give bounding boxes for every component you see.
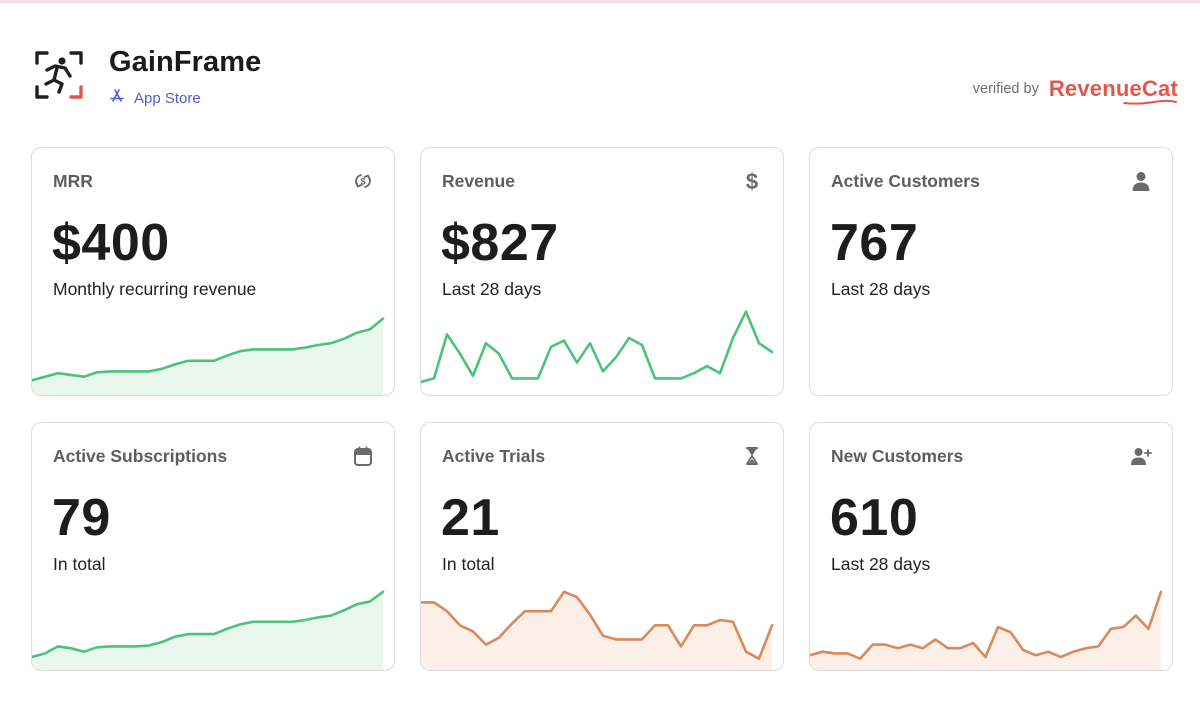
- card-subtitle: Last 28 days: [831, 554, 931, 574]
- app-logo: [35, 51, 83, 99]
- user-plus-icon: [1130, 445, 1152, 467]
- sparkline-revenue: [421, 295, 783, 395]
- dollar-icon: $: [741, 170, 763, 192]
- app-store-link[interactable]: App Store: [109, 88, 201, 108]
- sparkline-area: [32, 591, 383, 670]
- card-subtitle: Monthly recurring revenue: [53, 279, 257, 299]
- sparkline-line: [421, 310, 774, 384]
- card-value: 767: [830, 214, 919, 272]
- sparkline-line: [810, 590, 1163, 660]
- verified-badge[interactable]: verified by RevenueCat: [972, 76, 1178, 105]
- card-title: Active Subscriptions: [53, 446, 228, 466]
- top-border: [0, 0, 1200, 3]
- sparkline-mrr: [32, 295, 394, 395]
- card-subtitle: In total: [442, 554, 495, 574]
- app-name: GainFrame: [109, 46, 262, 78]
- calendar-icon: [352, 445, 374, 467]
- app-store-label: App Store: [134, 89, 201, 107]
- sparkline-active-trials: [421, 570, 783, 670]
- sparkline-line: [32, 317, 385, 382]
- sparkline-active-subscriptions: [32, 570, 394, 670]
- card-value: 21: [441, 489, 500, 547]
- hourglass-icon: [741, 445, 763, 467]
- metric-card-mrr[interactable]: MRR $ $400 Monthly recurring revenue: [31, 147, 395, 396]
- svg-text:$: $: [746, 170, 758, 192]
- card-value: 79: [52, 489, 111, 547]
- metric-card-active-customers[interactable]: Active Customers 767 Last 28 days: [809, 147, 1173, 396]
- card-title: Active Trials: [442, 446, 546, 466]
- card-title: New Customers: [831, 446, 964, 466]
- metric-card-active-subscriptions[interactable]: Active Subscriptions 79 In total: [31, 422, 395, 671]
- sparkline-line: [32, 590, 385, 659]
- svg-text:$: $: [360, 177, 365, 187]
- revenuecat-logo: RevenueCat: [1049, 76, 1178, 105]
- sparkline-area: [421, 591, 772, 670]
- sparkline-new-customers: [810, 570, 1172, 670]
- refresh-dollar-icon: $: [352, 170, 374, 192]
- card-subtitle: In total: [53, 554, 106, 574]
- card-title: MRR: [53, 171, 93, 191]
- metric-card-revenue[interactable]: Revenue $ $827 Last 28 days: [420, 147, 784, 396]
- user-icon: [1130, 170, 1152, 192]
- sparkline-area: [810, 591, 1161, 670]
- card-subtitle: Last 28 days: [442, 279, 542, 299]
- card-title: Active Customers: [831, 171, 980, 191]
- sparkline-line: [421, 590, 774, 660]
- card-value: 610: [830, 489, 919, 547]
- verified-label: verified by: [972, 81, 1039, 97]
- sparkline-area: [32, 318, 383, 395]
- metric-card-active-trials[interactable]: Active Trials 21 In total: [420, 422, 784, 671]
- card-value: $400: [52, 214, 170, 272]
- card-value: $827: [441, 214, 559, 272]
- card-subtitle: Last 28 days: [831, 279, 931, 299]
- app-store-icon: [109, 88, 125, 108]
- card-title: Revenue: [442, 171, 515, 191]
- metric-card-new-customers[interactable]: New Customers 610 Last 28 days: [809, 422, 1173, 671]
